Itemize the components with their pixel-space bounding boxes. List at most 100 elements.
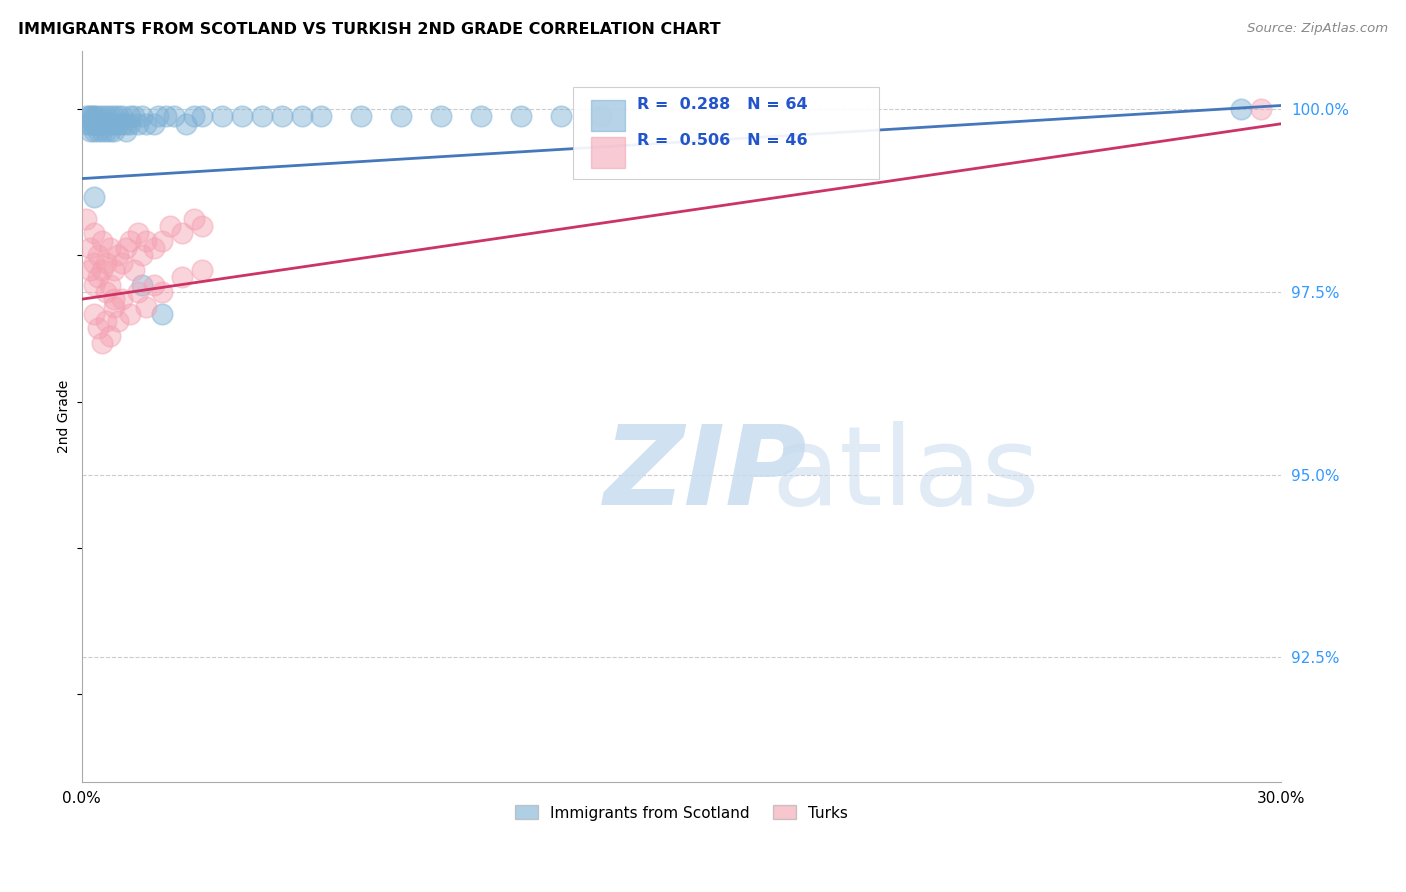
Point (107, 117, 129, 131)
Point (127, 285, 149, 299)
Point (162, 110, 184, 124)
Point (79, 110, 101, 124)
Point (250, 110, 273, 124)
Point (79, 124, 101, 138)
Point (127, 227, 149, 241)
Point (174, 117, 197, 131)
Point (90, 336, 112, 351)
Point (270, 110, 292, 124)
Point (83, 110, 105, 124)
Point (114, 117, 136, 131)
Point (79, 110, 101, 124)
Point (150, 234, 173, 248)
Point (83, 190, 105, 204)
Point (75, 110, 97, 124)
Point (86, 117, 108, 131)
Point (98, 328, 121, 343)
Point (75, 211, 97, 226)
Point (131, 277, 153, 292)
Text: ZIP: ZIP (603, 421, 807, 528)
Point (190, 110, 212, 124)
Point (114, 241, 136, 255)
Point (127, 117, 149, 131)
Point (190, 263, 212, 277)
Point (103, 110, 125, 124)
Point (79, 117, 101, 131)
Point (103, 292, 125, 306)
Text: atlas: atlas (772, 421, 1040, 528)
Point (142, 241, 165, 255)
Point (183, 211, 205, 226)
Point (94, 124, 117, 138)
Point (231, 110, 253, 124)
Point (1230, 102, 1253, 116)
Point (110, 110, 132, 124)
Point (75, 117, 97, 131)
Point (107, 314, 129, 328)
Point (122, 110, 145, 124)
Point (83, 227, 105, 241)
Point (110, 117, 132, 131)
Point (290, 110, 312, 124)
Point (94, 314, 117, 328)
Y-axis label: 2nd Grade: 2nd Grade (58, 380, 72, 453)
Point (135, 234, 157, 248)
Point (107, 248, 129, 262)
Point (90, 234, 112, 248)
Point (98, 124, 121, 138)
Point (86, 321, 108, 335)
Point (94, 255, 117, 269)
Point (183, 110, 205, 124)
Point (90, 263, 112, 277)
Point (591, 110, 613, 124)
Point (118, 307, 141, 321)
Point (103, 300, 125, 314)
Point (103, 263, 125, 277)
Point (135, 300, 157, 314)
Point (131, 248, 153, 262)
Point (79, 241, 101, 255)
Text: Source: ZipAtlas.com: Source: ZipAtlas.com (1247, 22, 1388, 36)
Point (110, 255, 132, 269)
Point (86, 270, 108, 285)
Point (86, 248, 108, 262)
Point (211, 110, 233, 124)
Point (118, 117, 141, 131)
Point (1250, 102, 1272, 116)
Point (311, 110, 333, 124)
Point (150, 285, 173, 299)
Point (170, 227, 193, 241)
Point (98, 277, 121, 292)
Point (550, 110, 572, 124)
Point (110, 292, 132, 306)
Point (90, 117, 112, 131)
Point (90, 124, 112, 138)
FancyBboxPatch shape (574, 87, 879, 178)
Point (150, 307, 173, 321)
Point (142, 117, 165, 131)
Point (94, 285, 117, 299)
Point (79, 263, 101, 277)
Point (135, 117, 157, 131)
Point (470, 110, 492, 124)
Point (98, 241, 121, 255)
Point (391, 110, 413, 124)
Point (83, 255, 105, 269)
Point (86, 110, 108, 124)
Point (83, 277, 105, 292)
Point (159, 219, 181, 233)
Legend: Immigrants from Scotland, Turks: Immigrants from Scotland, Turks (509, 799, 853, 827)
Point (122, 263, 145, 277)
Point (350, 110, 373, 124)
Point (83, 307, 105, 321)
Point (170, 270, 193, 285)
Point (118, 234, 141, 248)
Point (131, 110, 153, 124)
Point (103, 117, 125, 131)
Point (190, 219, 212, 233)
Point (142, 277, 165, 292)
Point (90, 110, 112, 124)
Point (98, 117, 121, 131)
Point (94, 110, 117, 124)
Point (86, 124, 108, 138)
